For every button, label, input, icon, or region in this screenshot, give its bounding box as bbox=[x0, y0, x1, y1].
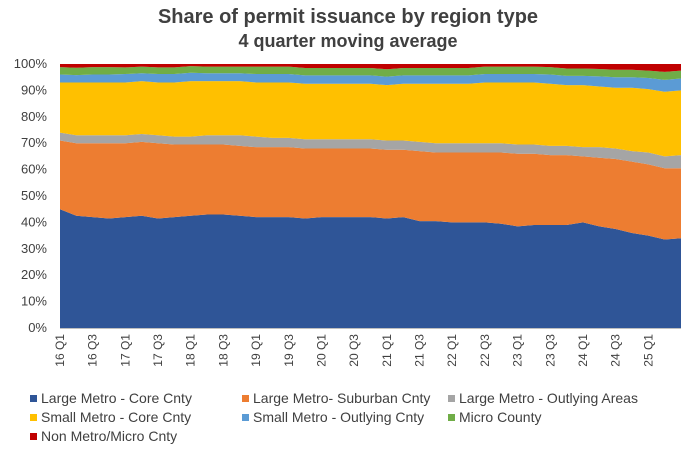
legend-item: Small Metro - Outlying Cnty bbox=[242, 409, 424, 425]
y-tick-label: 80% bbox=[21, 109, 47, 124]
legend-label: Large Metro- Suburban Cnty bbox=[253, 390, 431, 406]
legend-swatch bbox=[448, 414, 455, 421]
x-tick-label: 21 Q1 bbox=[380, 334, 394, 367]
legend-swatch bbox=[30, 433, 37, 440]
legend-item: Large Metro- Suburban Cnty bbox=[242, 390, 430, 406]
legend-swatch bbox=[242, 414, 249, 421]
area-series-7 bbox=[60, 64, 681, 72]
area-series-4 bbox=[60, 81, 681, 157]
x-tick-label: 16 Q1 bbox=[53, 334, 67, 367]
legend-swatch bbox=[30, 395, 37, 402]
legend-item: Micro County bbox=[448, 409, 541, 425]
legend-item: Non Metro/Micro Cnty bbox=[30, 428, 177, 444]
x-tick-label: 25 Q1 bbox=[641, 334, 655, 367]
legend-swatch bbox=[30, 414, 37, 421]
x-tick-label: 19 Q1 bbox=[249, 334, 263, 367]
area-series-1 bbox=[60, 209, 681, 328]
legend-label: Micro County bbox=[459, 409, 542, 425]
x-tick-label: 20 Q3 bbox=[347, 334, 361, 367]
y-tick-label: 70% bbox=[21, 135, 47, 150]
x-tick-label: 16 Q3 bbox=[86, 334, 100, 367]
x-tick-label: 22 Q3 bbox=[478, 334, 492, 367]
legend-label: Small Metro - Outlying Cnty bbox=[253, 409, 425, 425]
x-tick-label: 17 Q1 bbox=[118, 334, 132, 367]
x-tick-label: 20 Q1 bbox=[314, 334, 328, 367]
x-tick-label: 19 Q3 bbox=[282, 334, 296, 367]
y-tick-label: 60% bbox=[21, 162, 47, 177]
x-tick-label: 24 Q3 bbox=[609, 334, 623, 367]
legend-item: Small Metro - Core Cnty bbox=[30, 409, 191, 425]
x-tick-label: 23 Q1 bbox=[511, 334, 525, 367]
x-tick-label: 18 Q3 bbox=[216, 334, 230, 367]
legend-label: Large Metro - Outlying Areas bbox=[459, 390, 638, 406]
y-tick-label: 100% bbox=[14, 56, 48, 71]
y-tick-label: 40% bbox=[21, 214, 47, 229]
legend-item: Large Metro - Core Cnty bbox=[30, 390, 192, 406]
y-tick-label: 50% bbox=[21, 188, 47, 203]
legend-swatch bbox=[448, 395, 455, 402]
y-tick-label: 90% bbox=[21, 82, 47, 97]
area-series-2 bbox=[60, 140, 681, 240]
x-tick-label: 22 Q1 bbox=[445, 334, 459, 367]
legend-label: Non Metro/Micro Cnty bbox=[41, 428, 178, 444]
legend-label: Large Metro - Core Cnty bbox=[41, 390, 192, 406]
x-tick-label: 21 Q3 bbox=[413, 334, 427, 367]
y-tick-label: 20% bbox=[21, 267, 47, 282]
x-tick-label: 24 Q1 bbox=[576, 334, 590, 367]
x-tick-label: 17 Q3 bbox=[151, 334, 165, 367]
legend-swatch bbox=[242, 395, 249, 402]
y-tick-label: 0% bbox=[28, 320, 47, 335]
chart-title: Share of permit issuance by region type bbox=[157, 6, 539, 28]
area-series-6 bbox=[60, 66, 681, 80]
y-tick-label: 30% bbox=[21, 241, 47, 256]
legend-label: Small Metro - Core Cnty bbox=[41, 409, 192, 425]
chart-subtitle: 4 quarter moving average bbox=[238, 31, 458, 51]
x-tick-label: 18 Q1 bbox=[184, 334, 198, 367]
area-series-5 bbox=[60, 72, 681, 92]
legend-item: Large Metro - Outlying Areas bbox=[448, 390, 638, 406]
x-tick-label: 23 Q3 bbox=[543, 334, 557, 367]
area-series-3 bbox=[60, 132, 681, 169]
y-tick-label: 10% bbox=[21, 294, 47, 309]
